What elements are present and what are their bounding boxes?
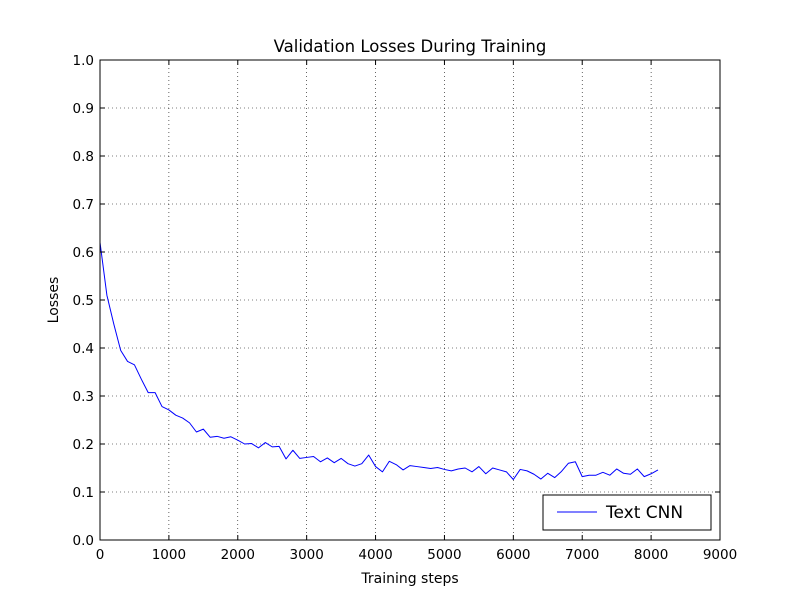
legend-label-text-cnn: Text CNN — [605, 503, 683, 523]
y-tick-label: 0.4 — [73, 341, 94, 357]
x-axis-label: Training steps — [360, 571, 458, 587]
y-tick-label: 0.6 — [73, 245, 94, 261]
ticks: 0 1000 2000 3000 4000 5000 6000 7000 8000 9000 0.0… — [73, 53, 738, 563]
x-tick-label: 6000 — [496, 547, 530, 563]
series-line-0 — [99, 242, 659, 481]
x-tick-label: 5000 — [427, 547, 461, 563]
y-tick-label: 0.1 — [73, 485, 94, 501]
x-tick-label: 0 — [96, 547, 105, 563]
y-tick-label: 0.8 — [73, 149, 94, 165]
y-axis-label: Losses — [46, 277, 62, 324]
legend-box — [542, 494, 712, 531]
grid — [100, 60, 720, 540]
x-tick-label: 1000 — [152, 547, 186, 563]
y-tick-label: 0.2 — [73, 437, 94, 453]
series-lines — [99, 242, 659, 481]
x-tick-label: 2000 — [221, 547, 255, 563]
y-tick-label: 0.3 — [73, 389, 94, 405]
y-tick-label: 0.9 — [73, 101, 94, 117]
y-tick-label: 0.0 — [73, 533, 94, 549]
x-tick-label: 3000 — [289, 547, 323, 563]
x-tick-label: 4000 — [358, 547, 392, 563]
x-tick-label: 9000 — [703, 547, 737, 563]
x-tick-label: 8000 — [634, 547, 668, 563]
chart-title: Validation Losses During Training — [274, 37, 547, 56]
legend: Text CNN — [542, 494, 712, 531]
y-tick-label: 1.0 — [73, 53, 94, 69]
y-tick-label: 0.7 — [73, 197, 94, 213]
y-tick-label: 0.5 — [73, 293, 94, 309]
x-tick-label: 7000 — [565, 547, 599, 563]
